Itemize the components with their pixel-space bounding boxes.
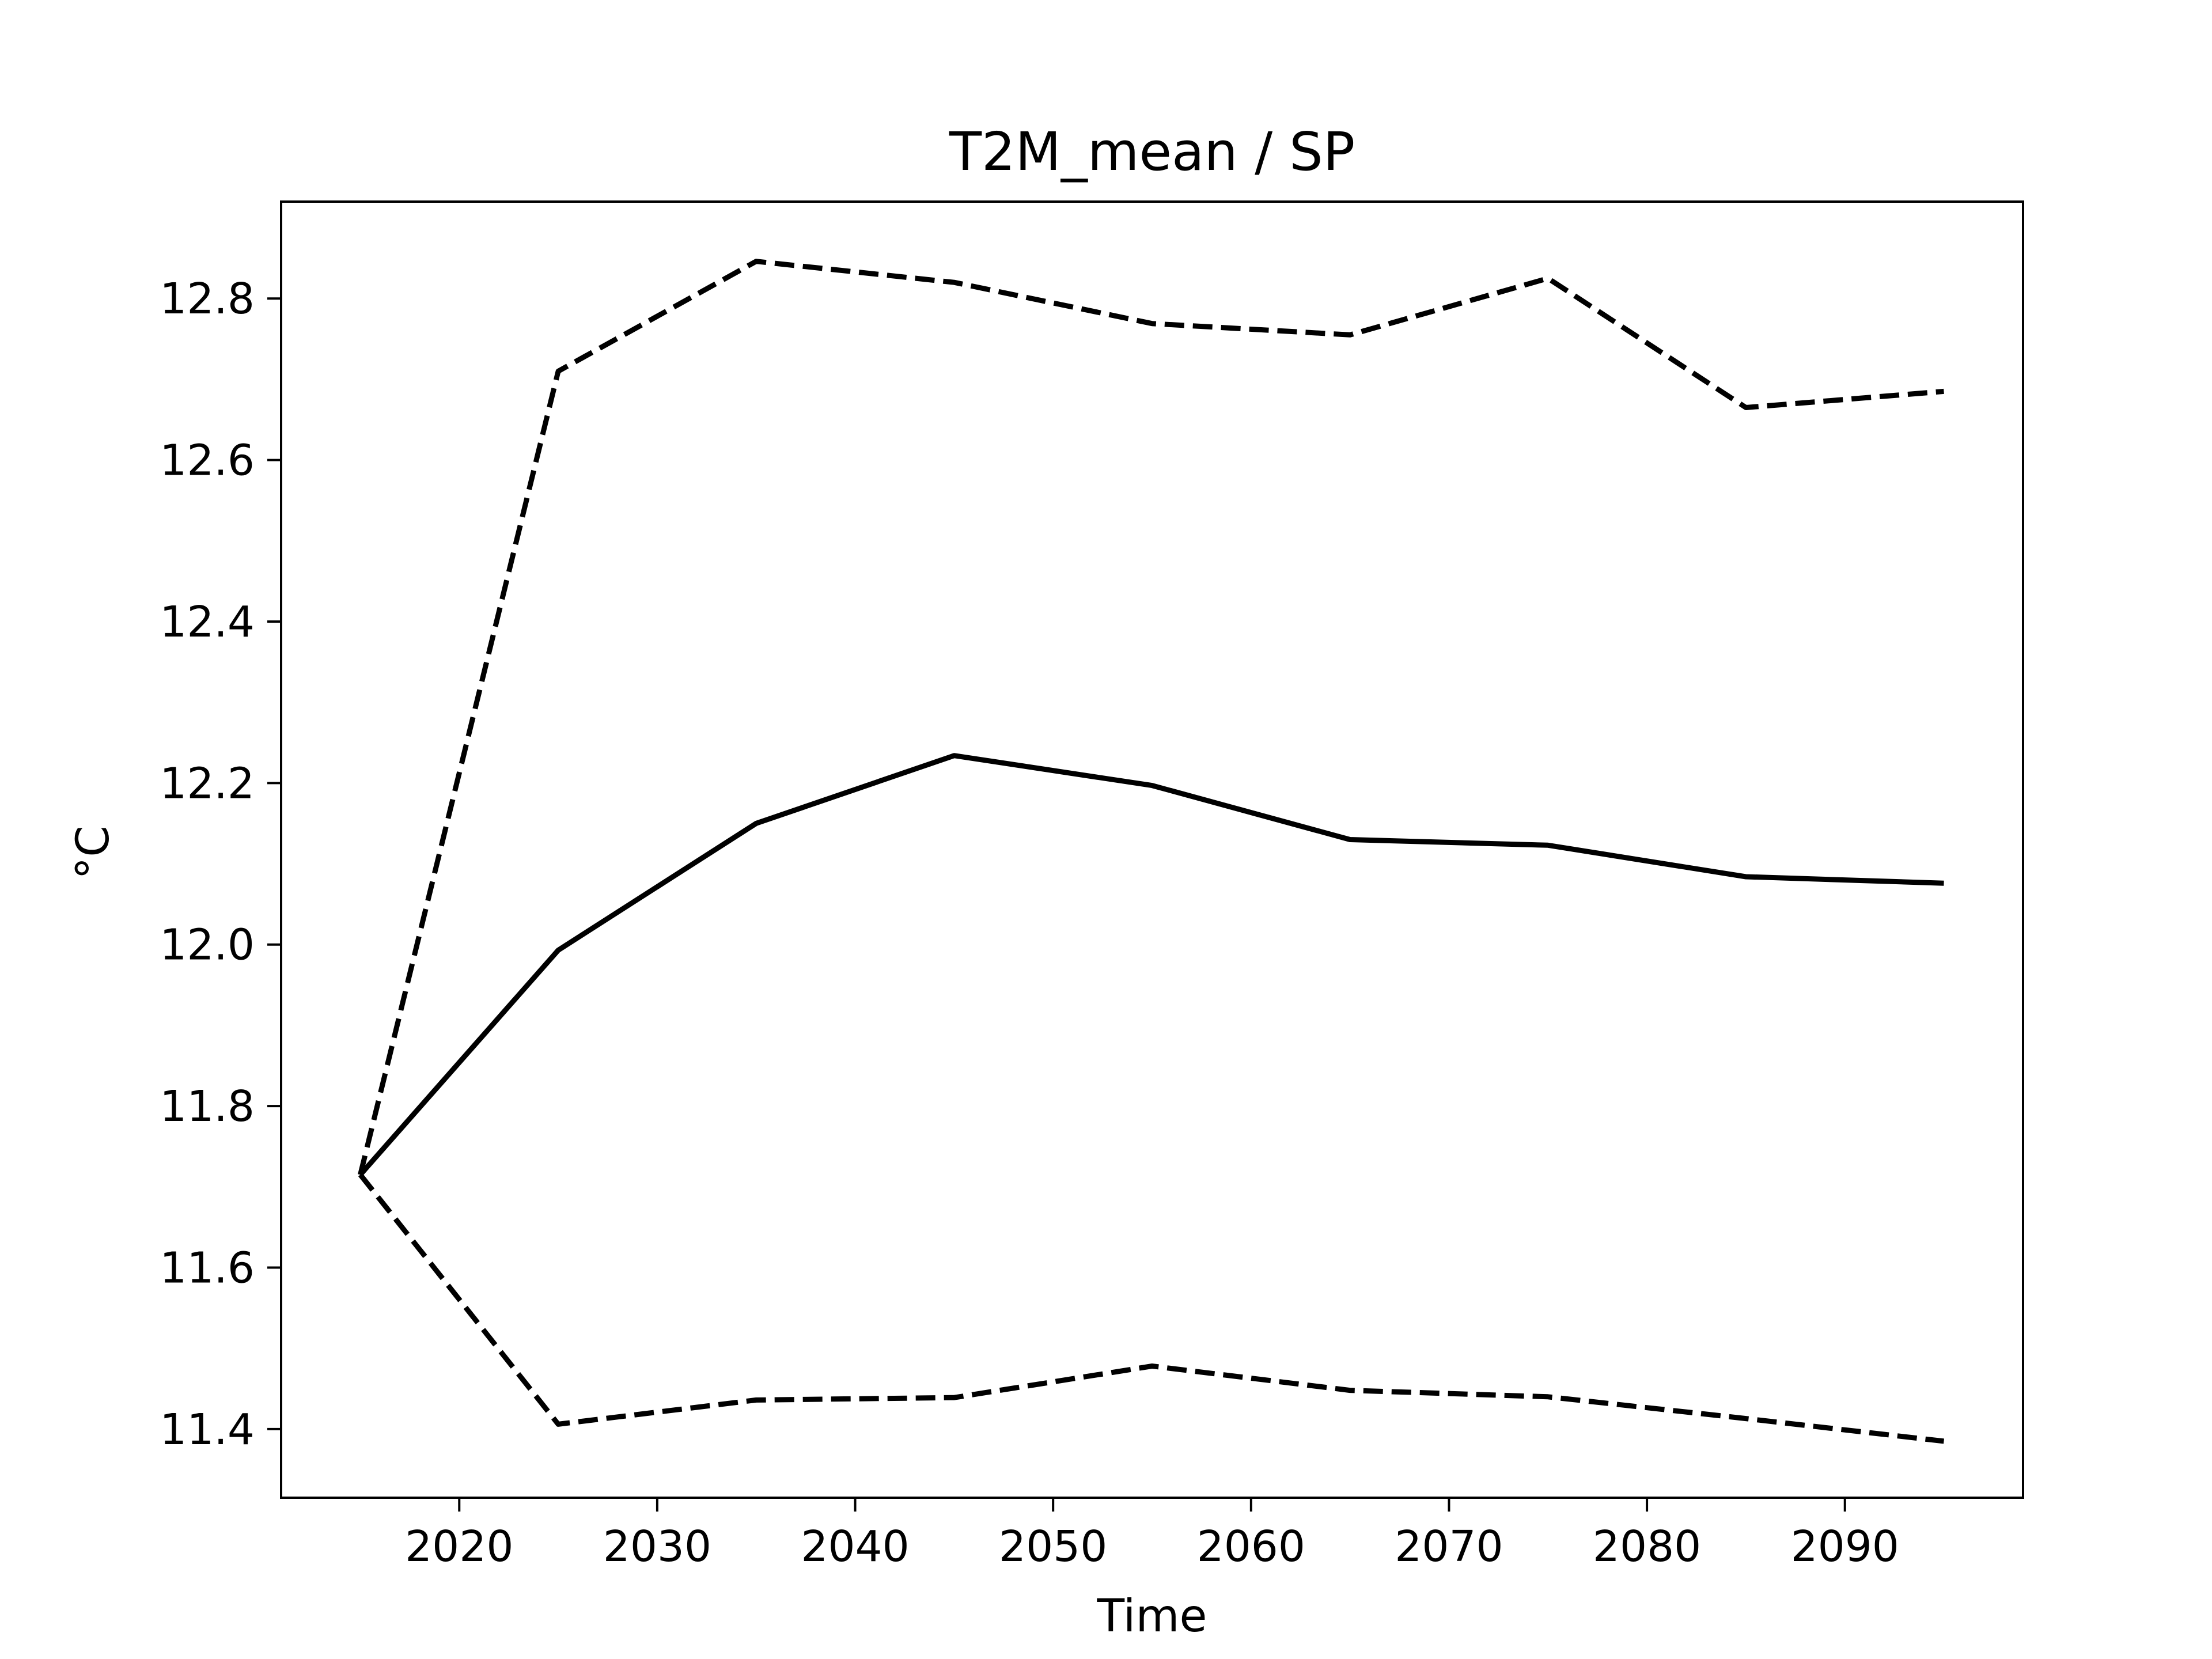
- y-tick-label: 11.8: [160, 1082, 255, 1131]
- y-tick-label: 12.8: [160, 274, 255, 324]
- y-tick-label: 12.4: [160, 597, 255, 647]
- x-tick-label: 2040: [801, 1522, 909, 1571]
- x-tick-label: 2030: [603, 1522, 711, 1571]
- y-tick-label: 11.6: [160, 1243, 255, 1293]
- x-tick-label: 2060: [1197, 1522, 1305, 1571]
- series-layer: [358, 259, 1945, 1444]
- y-tick-label: 12.0: [160, 921, 255, 970]
- x-tick-label: 2090: [1791, 1522, 1899, 1571]
- y-tick-label: 12.2: [160, 759, 255, 808]
- series-line-3: [358, 1173, 1945, 1444]
- x-tick-label: 2050: [999, 1522, 1107, 1571]
- y-tick-label: 12.6: [160, 436, 255, 486]
- y-axis: 11.4 11.6 11.8 12.0 12.2 12.4 12.6 12.8: [160, 274, 281, 1455]
- x-axis: 2020 2030 2040 2050 2060 2070 2080 2090: [405, 1498, 1899, 1571]
- series-line-1: [358, 753, 1944, 1177]
- x-axis-label: Time: [1097, 1590, 1207, 1642]
- x-tick-label: 2080: [1593, 1522, 1701, 1571]
- chart-title: T2M_mean / SP: [949, 121, 1355, 183]
- plot-area: [280, 200, 2024, 1499]
- x-tick-label: 2070: [1395, 1522, 1503, 1571]
- plot-frame: [280, 200, 2024, 1499]
- y-axis-label: °C: [67, 825, 119, 879]
- series-line-2: [358, 259, 1944, 1176]
- y-tick-label: 11.4: [160, 1405, 255, 1455]
- x-tick-label: 2020: [405, 1522, 513, 1571]
